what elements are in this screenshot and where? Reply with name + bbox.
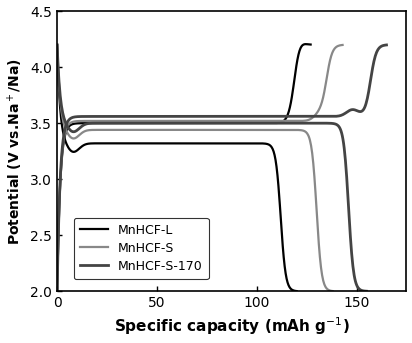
MnHCF-S-170 [357, 287, 362, 291]
MnHCF-S [204, 128, 208, 132]
MnHCF-S [323, 285, 328, 289]
X-axis label: Specific capacity (mAh g$^{-1}$): Specific capacity (mAh g$^{-1}$) [114, 316, 350, 338]
MnHCF-S-170 [201, 121, 206, 125]
MnHCF-L [55, 43, 60, 47]
MnHCF-S [185, 128, 190, 132]
MnHCF-S-170 [222, 121, 227, 125]
MnHCF-S-170 [239, 121, 244, 125]
Line: MnHCF-S-170: MnHCF-S-170 [57, 45, 367, 291]
MnHCF-L [197, 141, 202, 145]
MnHCF-S-170 [204, 121, 208, 125]
Line: MnHCF-L: MnHCF-L [57, 45, 297, 291]
MnHCF-L [170, 141, 175, 145]
Y-axis label: Potential (V vs.Na$^+$/Na): Potential (V vs.Na$^+$/Na) [5, 58, 25, 245]
MnHCF-L [288, 287, 293, 291]
MnHCF-S [330, 289, 335, 293]
MnHCF-S [281, 128, 286, 132]
MnHCF-S [187, 128, 192, 132]
MnHCF-S-170 [55, 43, 60, 47]
MnHCF-S-170 [364, 289, 369, 293]
MnHCF-L [251, 141, 256, 145]
MnHCF-L [294, 289, 299, 293]
MnHCF-L [169, 141, 173, 145]
Legend: MnHCF-L, MnHCF-S, MnHCF-S-170: MnHCF-L, MnHCF-S, MnHCF-S-170 [74, 218, 208, 280]
MnHCF-S-170 [308, 121, 313, 125]
MnHCF-S [55, 43, 60, 47]
MnHCF-L [184, 141, 189, 145]
Line: MnHCF-S: MnHCF-S [57, 45, 332, 291]
MnHCF-S [219, 128, 224, 132]
